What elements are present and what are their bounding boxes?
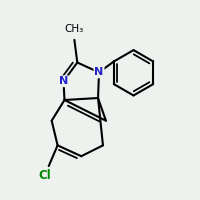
Text: N: N	[59, 76, 68, 86]
Text: Cl: Cl	[38, 169, 51, 182]
Text: CH₃: CH₃	[65, 24, 84, 34]
Text: N: N	[94, 67, 104, 77]
